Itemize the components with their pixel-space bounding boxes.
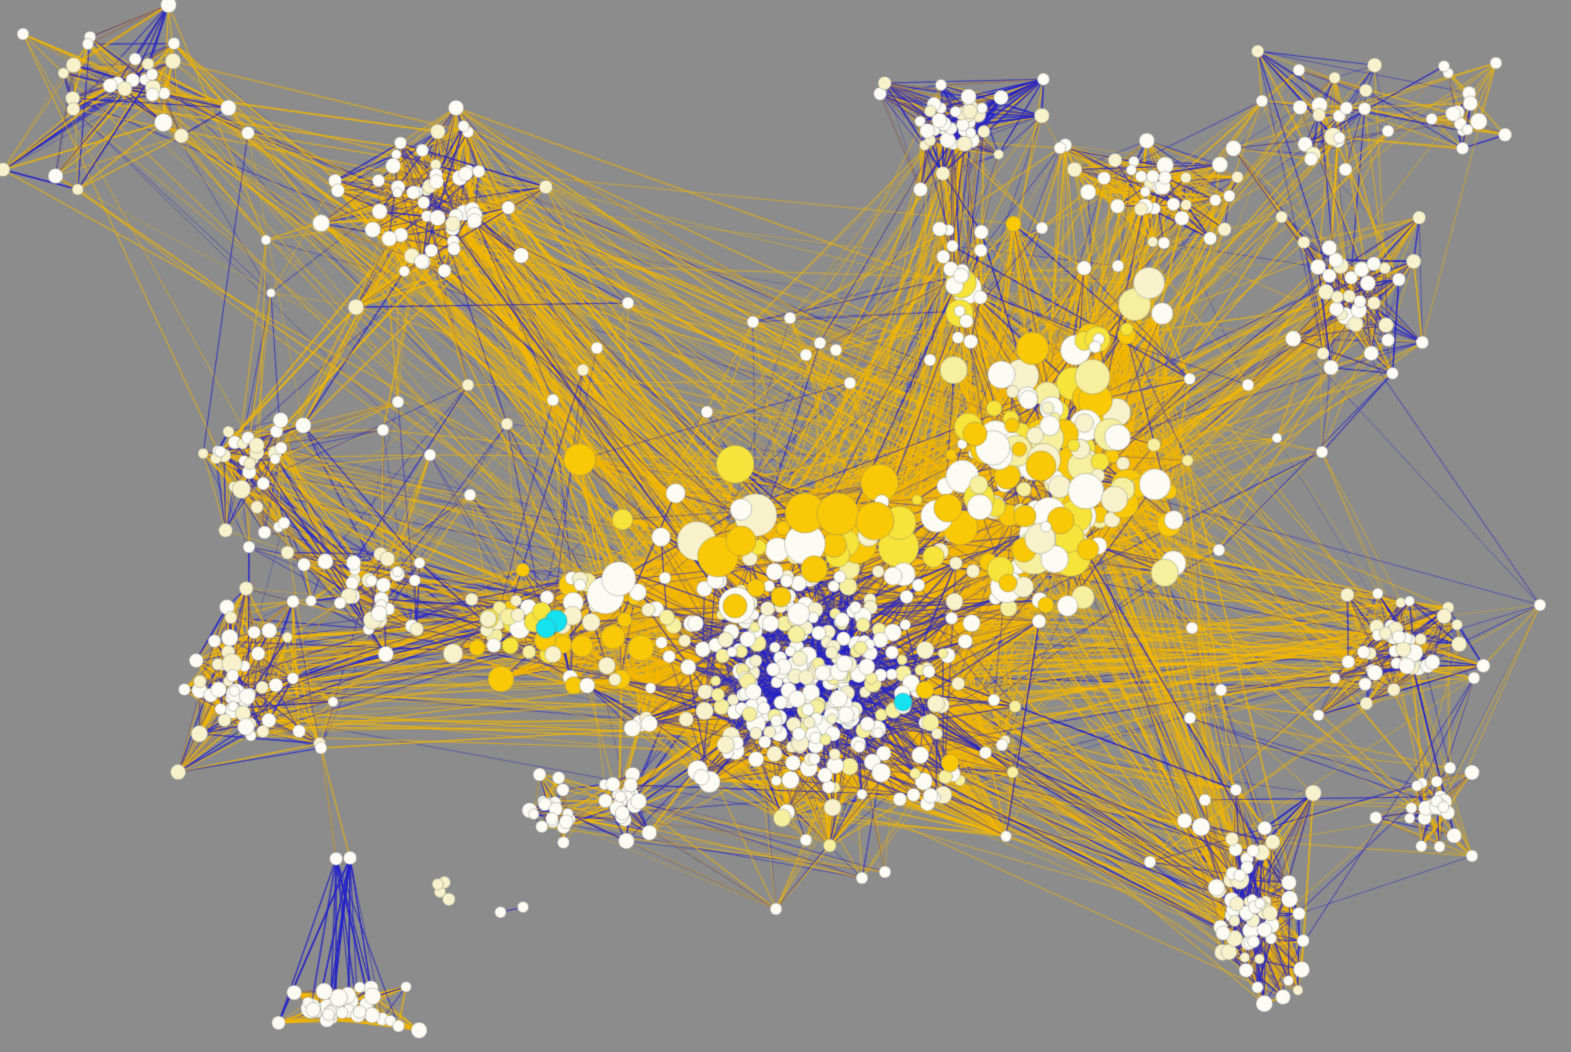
network-graph-visualization[interactable] bbox=[0, 0, 1571, 1052]
graph-canvas[interactable] bbox=[0, 0, 1571, 1052]
